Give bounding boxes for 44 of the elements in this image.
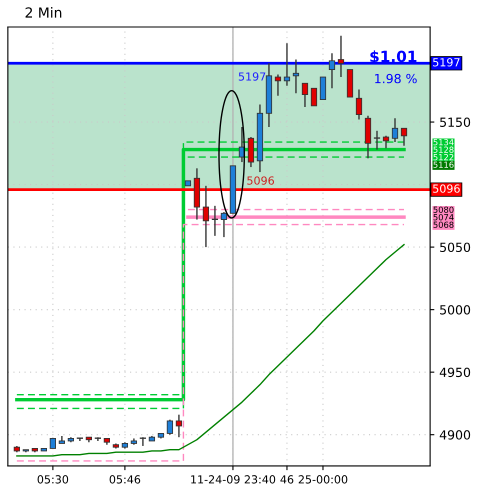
candlestick — [140, 436, 146, 447]
candlestick — [310, 88, 318, 106]
x-tick-label: 05:46 — [110, 475, 140, 484]
ref-line-label: 5197 — [433, 58, 460, 66]
candlestick — [382, 135, 390, 150]
candlestick — [274, 74, 282, 96]
candlestick — [202, 185, 210, 248]
y-tick-label: 4900 — [440, 430, 470, 440]
x-tick-label: 05:30 — [38, 475, 68, 484]
y2-tick-label: 5128 — [434, 146, 454, 153]
y2-tick-label: 5080 — [434, 206, 454, 213]
candlestick — [302, 82, 308, 108]
y-tick-label: 5150 — [440, 118, 470, 127]
candlestick — [400, 128, 408, 147]
y2-tick-label: 5122 — [434, 154, 454, 160]
y2-tick-label: 5074 — [434, 214, 454, 220]
candlestick — [392, 118, 398, 143]
candlestick — [50, 438, 56, 449]
x-tick-label: 25-00:00 — [298, 475, 348, 484]
y2-tick-label: 5116 — [434, 162, 454, 168]
candlestick — [284, 42, 290, 86]
candlestick — [166, 418, 174, 436]
x-tick-label: 11-24-09 23:40 — [191, 475, 276, 484]
candlestick — [356, 88, 362, 120]
y2-tick-label: 5068 — [434, 222, 454, 228]
y-tick-label: 4950 — [440, 368, 470, 378]
y2-tick-label: 5134 — [434, 139, 454, 146]
candlestick — [328, 52, 336, 89]
candlestick — [176, 414, 182, 438]
annotation: 1.98 % — [375, 74, 417, 84]
candlestick — [220, 211, 228, 238]
candlestick — [320, 76, 326, 100]
candlestick — [212, 205, 218, 237]
candlestick — [248, 136, 254, 168]
candlestick — [338, 35, 344, 78]
chart-title: 2 Min — [26, 7, 62, 18]
annotation: 5197 — [238, 72, 266, 81]
x-tick-label: 46 — [280, 475, 294, 484]
y-tick-label: 5050 — [440, 242, 470, 252]
annotation: $1.01 — [370, 50, 416, 64]
y-tick-label: 5000 — [440, 305, 470, 315]
ref-line-label: 5096 — [433, 184, 460, 193]
candlestick — [292, 58, 300, 94]
annotation: 5096 — [247, 176, 274, 185]
